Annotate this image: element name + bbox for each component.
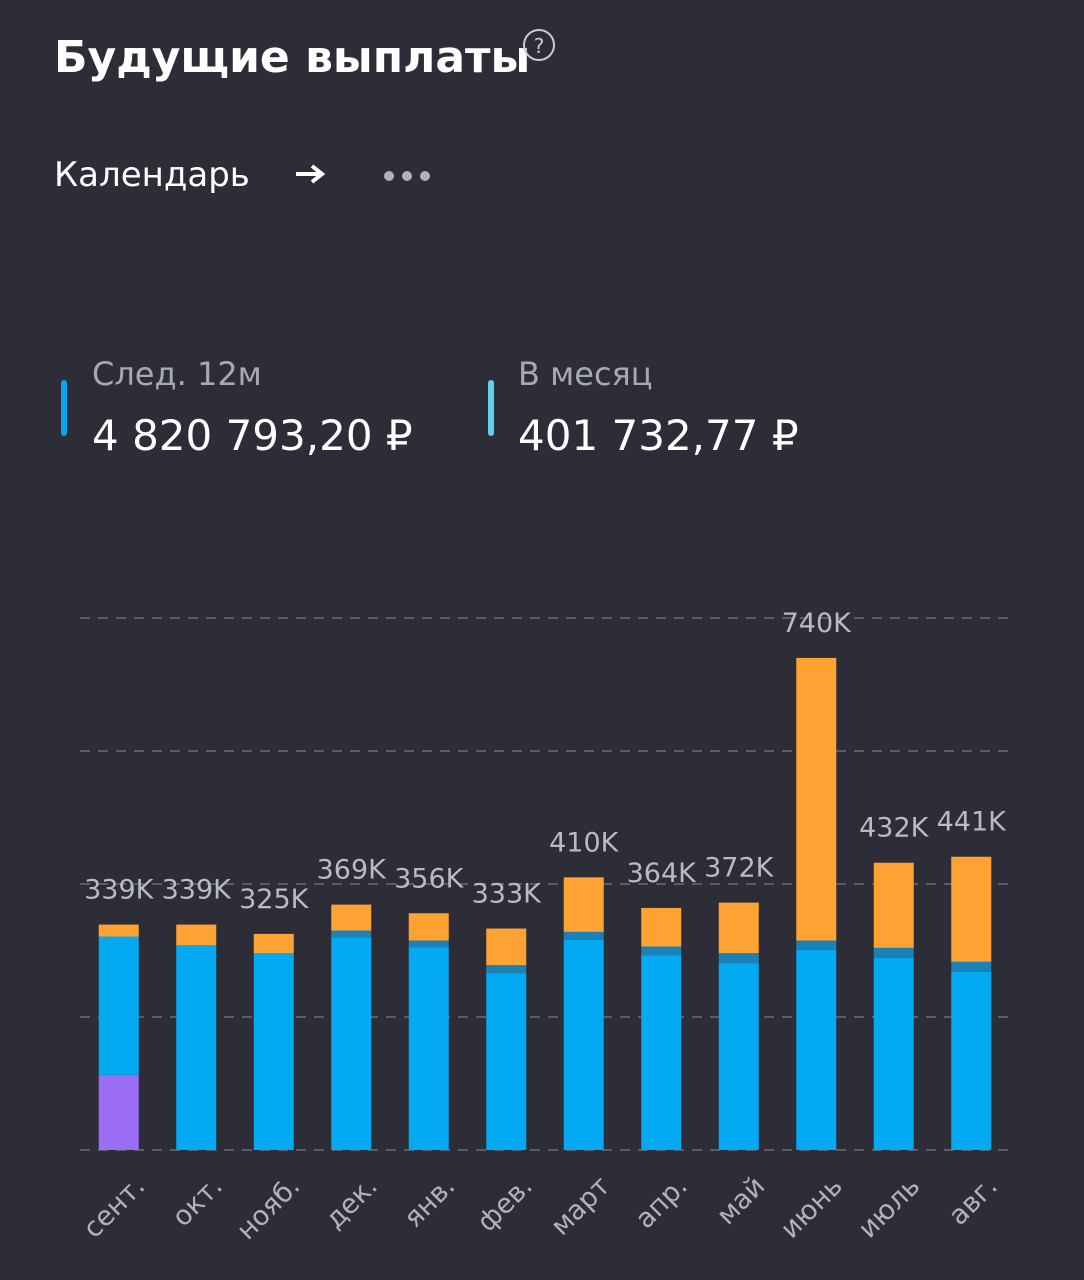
- bar-segment: [718, 953, 759, 964]
- bar-segment: [718, 963, 759, 1150]
- total-label: 410K: [549, 827, 620, 858]
- bar-segment: [796, 949, 837, 1150]
- bar-segment: [563, 939, 604, 1150]
- bar-segment: [331, 904, 372, 931]
- bar-segment: [873, 862, 914, 948]
- bar-segment: [951, 856, 992, 962]
- bar-segment: [796, 657, 837, 941]
- stat-label: След. 12м: [92, 355, 262, 393]
- total-label: 339K: [162, 875, 233, 906]
- bar-segment: [98, 924, 139, 937]
- bar-segment: [563, 877, 604, 932]
- calendar-link[interactable]: Календарь: [54, 155, 326, 195]
- arrow-icon: [296, 164, 326, 184]
- bar-segment: [253, 933, 294, 954]
- total-label: 333K: [472, 879, 543, 910]
- total-label: 432K: [859, 813, 930, 844]
- bar-segment: [408, 913, 449, 941]
- total-label: 369K: [317, 855, 388, 886]
- total-label: 339K: [84, 875, 155, 906]
- bar-segment: [176, 924, 217, 946]
- total-label: 325K: [239, 884, 310, 915]
- stat-indicator: [488, 380, 494, 436]
- stat-label: В месяц: [518, 355, 653, 393]
- bar-segment: [951, 961, 992, 972]
- bar-segment: [486, 965, 527, 974]
- total-label: 740K: [782, 608, 853, 639]
- total-label: 372K: [704, 853, 775, 884]
- title: Будущие выплаты: [54, 32, 530, 83]
- bar-segment: [253, 953, 294, 1150]
- bar-segment: [408, 947, 449, 1150]
- total-label: 356K: [394, 863, 465, 894]
- bar-segment: [176, 945, 217, 1150]
- bar-segment: [331, 930, 372, 938]
- more-button[interactable]: [384, 171, 430, 181]
- total-label: 364K: [627, 858, 698, 889]
- help-button[interactable]: ?: [523, 29, 555, 61]
- calendar-label: Календарь: [54, 155, 250, 195]
- bar-segment: [486, 928, 527, 966]
- help-circle: [523, 29, 555, 61]
- bar-segment: [796, 940, 837, 950]
- dot: [420, 171, 430, 181]
- chart: 339Kсент.339Kокт.325Kнояб.369Kдек.356Kян…: [77, 608, 1010, 1246]
- bar-segment: [563, 931, 604, 940]
- bar-segment: [98, 936, 139, 1075]
- bar-segment: [718, 902, 759, 954]
- bar-segment: [486, 973, 527, 1150]
- help-icon: ?: [534, 34, 545, 58]
- bar-segment: [98, 1074, 139, 1150]
- bar-segment: [951, 971, 992, 1150]
- stat-value: 401 732,77 ₽: [518, 411, 799, 460]
- stat-indicator: [61, 380, 67, 436]
- total-label: 441K: [937, 807, 1008, 838]
- bar-segment: [641, 946, 682, 956]
- bar-segment: [873, 957, 914, 1150]
- bar-segment: [641, 955, 682, 1150]
- bar-segment: [331, 937, 372, 1150]
- dot: [402, 171, 412, 181]
- bar-segment: [641, 907, 682, 947]
- stat-value: 4 820 793,20 ₽: [92, 411, 413, 460]
- bar-segment: [408, 940, 449, 948]
- dot: [384, 171, 394, 181]
- bar-segment: [873, 947, 914, 958]
